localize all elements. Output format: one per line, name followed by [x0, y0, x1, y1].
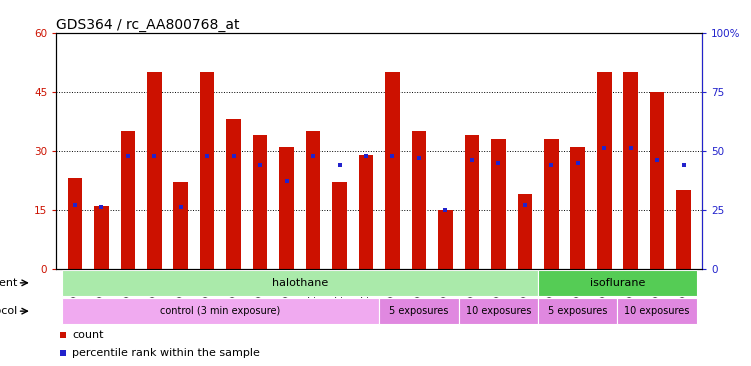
Bar	[677, 190, 691, 269]
Bar	[617, 298, 697, 324]
Bar	[459, 298, 538, 324]
Text: isoflurane: isoflurane	[590, 278, 645, 288]
Text: control (3 min exposure): control (3 min exposure)	[160, 306, 281, 316]
Bar	[306, 131, 321, 269]
Bar	[279, 147, 294, 269]
Bar	[465, 135, 479, 269]
Bar	[94, 206, 109, 269]
Text: count: count	[72, 329, 104, 340]
Bar	[544, 139, 559, 269]
Text: percentile rank within the sample: percentile rank within the sample	[72, 348, 261, 358]
Bar	[379, 298, 459, 324]
Text: 5 exposures: 5 exposures	[389, 306, 448, 316]
Bar	[359, 155, 373, 269]
Bar	[147, 72, 161, 269]
Bar	[62, 298, 379, 324]
Text: 5 exposures: 5 exposures	[548, 306, 608, 316]
Text: protocol: protocol	[0, 306, 17, 316]
Bar	[571, 147, 585, 269]
Text: agent: agent	[0, 278, 17, 288]
Bar	[120, 131, 135, 269]
Bar	[491, 139, 505, 269]
Bar	[538, 270, 697, 296]
Bar	[517, 194, 532, 269]
Bar	[173, 182, 188, 269]
Bar	[332, 182, 347, 269]
Bar	[200, 72, 215, 269]
Text: 10 exposures: 10 exposures	[625, 306, 690, 316]
Bar	[253, 135, 267, 269]
Bar	[385, 72, 400, 269]
Bar	[597, 72, 611, 269]
Bar	[68, 178, 82, 269]
Bar	[538, 298, 617, 324]
Bar	[623, 72, 638, 269]
Text: halothane: halothane	[272, 278, 328, 288]
Text: 10 exposures: 10 exposures	[466, 306, 531, 316]
Bar	[226, 119, 241, 269]
Text: GDS364 / rc_AA800768_at: GDS364 / rc_AA800768_at	[56, 18, 240, 32]
Bar	[650, 92, 665, 269]
Bar	[412, 131, 427, 269]
Bar	[438, 210, 453, 269]
Bar	[62, 270, 538, 296]
